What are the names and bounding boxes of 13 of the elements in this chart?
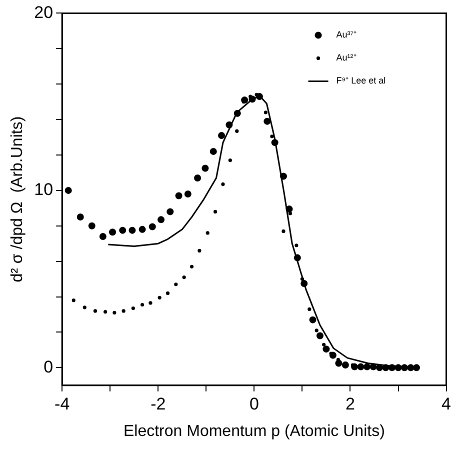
- x-tick-label: 2: [345, 394, 355, 414]
- x-tick-label: 4: [442, 394, 452, 414]
- legend-label: Au¹²⁺: [336, 52, 356, 63]
- y-tick-label: 20: [34, 2, 54, 22]
- x-tick-label: 0: [249, 394, 259, 414]
- x-axis-title: Electron Momentum p (Atomic Units): [123, 422, 385, 440]
- x-tick-label: -4: [54, 394, 70, 414]
- y-axis-title: d² σ /dpd Ω (Arb.Units): [9, 116, 26, 282]
- x-tick-label: -2: [150, 394, 166, 414]
- legend-label: Au³⁷⁺: [336, 30, 357, 40]
- y-tick-label: 0: [44, 357, 54, 376]
- y-tick-label: 10: [34, 180, 54, 200]
- legend-label: F⁹⁺ Lee et al: [336, 76, 386, 86]
